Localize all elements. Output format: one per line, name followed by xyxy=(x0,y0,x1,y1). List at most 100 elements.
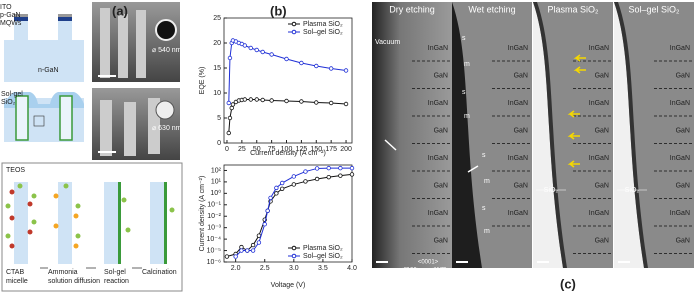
data-point xyxy=(227,115,233,121)
label: ⌀ 630 nm xyxy=(152,125,182,132)
label: s xyxy=(482,205,486,212)
y-tick-label: 10 xyxy=(213,90,221,97)
label: m xyxy=(464,61,470,68)
layer-label: GaN xyxy=(434,237,448,244)
layer-label: GaN xyxy=(676,237,690,244)
layer-label: InGaN xyxy=(670,155,690,162)
x-tick-label: 125 xyxy=(296,146,308,153)
layer-label: GaN xyxy=(434,182,448,189)
sem-pillars xyxy=(100,8,160,156)
y-tick-label: 10⁻⁴ xyxy=(207,236,222,243)
data-point xyxy=(303,179,308,184)
x-tick-label: 150 xyxy=(310,146,322,153)
data-point xyxy=(269,52,274,57)
data-point xyxy=(349,172,355,177)
data-point xyxy=(314,176,320,182)
data-point xyxy=(303,169,308,174)
label: n-GaN xyxy=(38,67,59,74)
legend-marker xyxy=(291,253,297,259)
y-axis-label: EQE (%) xyxy=(199,67,206,95)
data-point xyxy=(254,47,259,53)
x-tick-label: 3.0 xyxy=(289,265,299,272)
label: Sol-gel xyxy=(104,269,126,276)
panel-label: (a) xyxy=(112,3,128,18)
x-tick-label: 2.5 xyxy=(260,265,270,272)
y-tick-label: 10⁻¹ xyxy=(207,202,221,209)
data-point xyxy=(338,165,343,171)
data-point xyxy=(349,165,355,171)
column-title: Sol–gel SiO₂ xyxy=(628,4,680,14)
data-point xyxy=(284,98,289,104)
layer-label: GaN xyxy=(595,127,609,134)
data-point xyxy=(274,191,279,196)
legend-marker xyxy=(291,21,297,27)
data-point xyxy=(256,240,262,245)
data-point xyxy=(338,173,343,178)
layer-label: InGaN xyxy=(670,45,690,52)
x-tick-label: 2.0 xyxy=(231,265,241,272)
data-point xyxy=(229,105,234,111)
legend-label: Sol–gel SiO₂ xyxy=(303,253,343,260)
panel-label: (b) xyxy=(270,3,287,18)
y-tick-label: 20 xyxy=(213,40,221,47)
data-point xyxy=(269,98,274,103)
label: p-GaN xyxy=(0,12,21,19)
layer-label: InGaN xyxy=(508,210,528,217)
layer-label: InGaN xyxy=(428,210,448,217)
data-point xyxy=(226,100,231,106)
y-tick-label: 15 xyxy=(213,65,221,72)
layer-label: InGaN xyxy=(508,155,528,162)
tem-image xyxy=(372,2,452,268)
data-point xyxy=(314,100,319,105)
sem-inset xyxy=(155,100,175,120)
label: micelle xyxy=(6,278,28,285)
x-tick-label: 200 xyxy=(340,146,352,153)
data-point xyxy=(242,43,248,48)
y-tick-label: 10⁻² xyxy=(207,213,221,220)
data-point xyxy=(279,186,285,191)
layer-label: InGaN xyxy=(589,210,609,217)
panel-label: (c) xyxy=(560,276,576,291)
column-title: Dry etching xyxy=(389,4,435,14)
label: SiO₂ xyxy=(625,187,640,194)
y-tick-label: 10⁻⁶ xyxy=(207,259,221,266)
data-point xyxy=(274,185,279,191)
y-tick-label: 10² xyxy=(211,167,222,174)
label: Ammonia xyxy=(48,269,78,276)
label: m xyxy=(464,113,470,120)
data-point xyxy=(279,180,285,186)
tem-edge xyxy=(533,2,563,268)
label: SiO₂ xyxy=(544,187,559,194)
axis-label: <1̄100> xyxy=(400,268,421,274)
label: TEOS xyxy=(6,167,25,174)
process-drawing xyxy=(5,182,175,269)
data-point xyxy=(226,130,231,136)
y-tick-label: 10⁰ xyxy=(210,189,221,197)
label: reaction xyxy=(104,278,129,285)
x-axis-label: Voltage (V) xyxy=(271,282,306,289)
x-tick-label: 0 xyxy=(225,146,229,153)
layer-label: InGaN xyxy=(508,100,528,107)
x-tick-label: 4.0 xyxy=(347,265,357,272)
data-point xyxy=(227,55,233,61)
x-axis-label: Current density (A cm⁻²) xyxy=(250,150,326,157)
data-point xyxy=(291,182,297,187)
layer-label: GaN xyxy=(514,127,528,134)
layer-label: GaN xyxy=(595,237,609,244)
data-point xyxy=(299,60,304,66)
arrow xyxy=(467,165,479,173)
label: Sol-gel xyxy=(1,91,23,98)
layer-label: GaN xyxy=(595,182,609,189)
y-tick-label: 10¹ xyxy=(211,179,222,186)
label: s xyxy=(462,89,466,96)
tem-edge xyxy=(452,2,482,268)
layer-label: GaN xyxy=(434,127,448,134)
x-tick-label: 25 xyxy=(238,146,246,153)
tem-shell xyxy=(614,2,648,268)
data-point xyxy=(230,102,236,107)
label: CTAB xyxy=(6,269,24,276)
data-point xyxy=(254,97,259,102)
label: m xyxy=(484,228,490,235)
series-line xyxy=(228,99,347,134)
